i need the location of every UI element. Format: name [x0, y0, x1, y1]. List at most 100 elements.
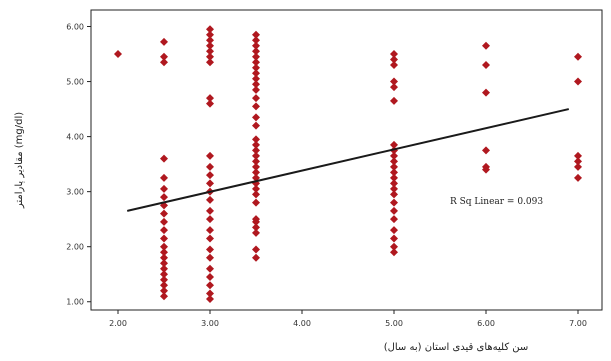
data-point	[252, 168, 260, 177]
data-point	[252, 74, 260, 83]
y-tick-label: 4.00	[66, 133, 84, 142]
y-tick-label: 6.00	[66, 23, 84, 32]
data-point	[206, 25, 214, 34]
x-tick-label: 4.00	[293, 319, 311, 328]
y-tick-label: 2.00	[66, 243, 84, 252]
data-point	[252, 198, 260, 207]
data-point	[252, 157, 260, 166]
x-axis-title: سن کلیه‌های قیدی استان (به سال)	[384, 342, 529, 353]
data-point	[252, 151, 260, 160]
data-point	[390, 162, 398, 171]
data-point	[252, 223, 260, 232]
x-tick-label: 3.00	[201, 319, 219, 328]
data-point	[252, 228, 260, 237]
data-point	[390, 184, 398, 193]
data-point	[390, 179, 398, 188]
data-point	[160, 264, 168, 273]
data-point	[160, 209, 168, 218]
data-point	[206, 36, 214, 45]
data-point	[206, 47, 214, 56]
data-point	[390, 157, 398, 166]
data-point	[206, 52, 214, 61]
data-point	[206, 294, 214, 303]
data-point	[252, 217, 260, 226]
data-point	[206, 151, 214, 160]
x-tick-label: 2.00	[109, 319, 127, 328]
data-point	[160, 37, 168, 46]
data-point	[390, 242, 398, 251]
data-point	[252, 80, 260, 89]
data-point	[252, 102, 260, 111]
x-tick-label: 7.00	[569, 319, 587, 328]
data-point	[390, 206, 398, 215]
data-point	[252, 94, 260, 103]
data-point	[574, 52, 582, 61]
data-point	[252, 36, 260, 45]
data-point	[252, 85, 260, 94]
data-point	[160, 217, 168, 226]
data-point	[160, 259, 168, 268]
data-point	[206, 226, 214, 235]
data-point	[206, 206, 214, 215]
data-point	[160, 281, 168, 290]
y-tick-label: 5.00	[66, 78, 84, 87]
data-point	[390, 61, 398, 70]
data-point	[206, 58, 214, 67]
data-point	[206, 234, 214, 243]
data-point	[390, 198, 398, 207]
data-point	[390, 215, 398, 224]
data-point	[574, 77, 582, 86]
data-point	[390, 248, 398, 257]
data-point	[206, 94, 214, 103]
data-point	[390, 55, 398, 64]
data-point	[160, 234, 168, 243]
data-point	[390, 151, 398, 160]
data-point	[206, 281, 214, 290]
data-point	[252, 140, 260, 149]
data-point	[160, 286, 168, 295]
data-point	[252, 69, 260, 78]
data-point	[160, 58, 168, 67]
data-point	[482, 146, 490, 155]
data-point	[160, 52, 168, 61]
data-point	[390, 190, 398, 199]
data-point	[160, 253, 168, 262]
data-point	[206, 179, 214, 188]
data-point	[206, 195, 214, 204]
data-point	[574, 162, 582, 171]
data-point	[160, 248, 168, 257]
data-points	[114, 25, 582, 303]
data-point	[206, 215, 214, 224]
data-point	[574, 157, 582, 166]
data-point	[206, 99, 214, 108]
data-point	[206, 264, 214, 273]
data-point	[252, 162, 260, 171]
data-point	[574, 151, 582, 160]
r-squared-annotation: R Sq Linear = 0.093	[450, 197, 543, 207]
data-point	[252, 190, 260, 199]
y-tick-label: 3.00	[66, 188, 84, 197]
data-point	[206, 41, 214, 50]
data-point	[252, 63, 260, 72]
data-point	[160, 292, 168, 301]
data-point	[206, 289, 214, 298]
y-tick-label: 1.00	[66, 298, 84, 307]
y-axis-title: مقادیر پارامتر (mg/dl)	[14, 112, 25, 209]
data-point	[160, 226, 168, 235]
data-point	[160, 184, 168, 193]
data-point	[482, 61, 490, 70]
data-point	[206, 272, 214, 281]
data-point	[482, 41, 490, 50]
data-point	[114, 50, 122, 59]
data-point	[390, 140, 398, 149]
data-point	[252, 245, 260, 254]
data-point	[206, 162, 214, 171]
data-point	[252, 121, 260, 130]
data-point	[252, 135, 260, 144]
data-point	[252, 52, 260, 61]
x-tick-label: 5.00	[385, 319, 403, 328]
data-point	[160, 270, 168, 279]
data-point	[390, 234, 398, 243]
data-point	[252, 146, 260, 155]
data-point	[206, 171, 214, 180]
